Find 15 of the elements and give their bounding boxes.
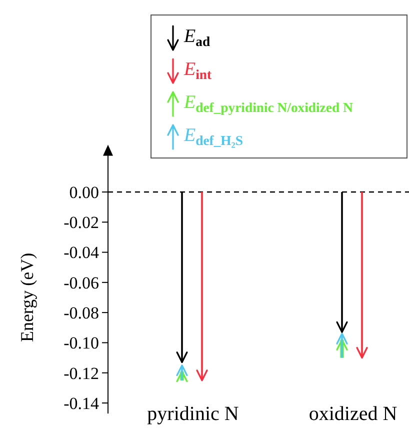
x-tick-label: oxidized N [308, 403, 398, 425]
y-tick-label: -0.06 [64, 273, 99, 292]
y-tick-label: -0.02 [64, 213, 99, 232]
y-axis-title: Energy (eV) [17, 252, 37, 342]
y-tick-label: 0.00 [69, 182, 99, 202]
legend-label: E$_{ad}$ [183, 26, 210, 48]
legend-label: E$_{def_pyridinic N/oxidized N}$ [183, 92, 353, 114]
legend-label: E$_{int}$ [183, 59, 212, 82]
y-tick-label: -0.10 [64, 334, 99, 353]
y-tick-label: -0.04 [64, 243, 100, 262]
y-tick-label: -0.12 [64, 364, 99, 383]
x-tick-label: pyridinic N [147, 403, 239, 425]
legend-label: E$_{def_H₂S}$ [183, 125, 244, 148]
y-tick-label: -0.08 [64, 304, 99, 323]
y-tick-label: -0.14 [64, 394, 100, 413]
